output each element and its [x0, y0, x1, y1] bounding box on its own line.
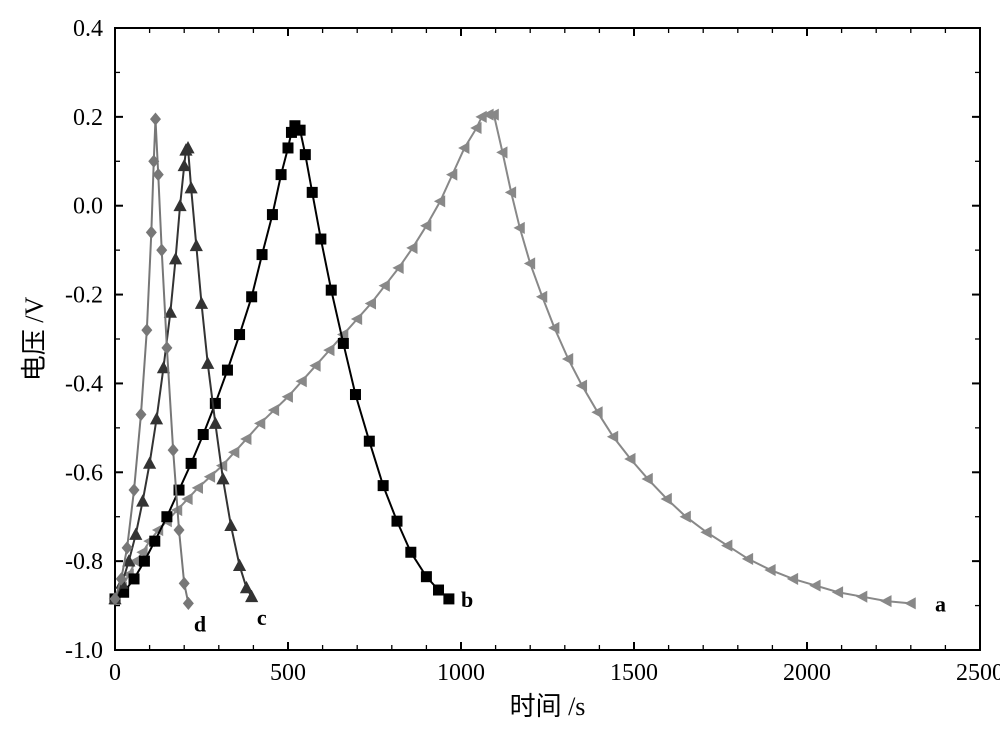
- series-b-marker: [315, 234, 326, 245]
- svg-text:-1.0: -1.0: [65, 638, 103, 664]
- series-b-marker: [307, 187, 318, 198]
- svg-text:0.0: 0.0: [73, 194, 103, 220]
- series-b-marker: [350, 389, 361, 400]
- series-b-marker: [129, 573, 140, 584]
- svg-text:时间 /s: 时间 /s: [510, 692, 586, 721]
- svg-text:2000: 2000: [783, 660, 831, 686]
- series-b-label: b: [461, 587, 473, 612]
- voltage-time-chart: 0 500 1000 1500 2000 2500 -1.0 -0.8 -0.6 -0.4 -0.2…: [0, 0, 1000, 741]
- series-b-marker: [405, 547, 416, 558]
- svg-text:500: 500: [270, 660, 306, 686]
- series-d-label: d: [194, 612, 206, 637]
- series-b-marker: [276, 169, 287, 180]
- svg-text:1000: 1000: [437, 660, 485, 686]
- series-b-marker: [378, 480, 389, 491]
- series-b-marker: [364, 436, 375, 447]
- svg-text:-0.4: -0.4: [65, 371, 103, 397]
- svg-text:0: 0: [109, 660, 121, 686]
- series-b-marker: [222, 365, 233, 376]
- series-b-marker: [257, 249, 268, 260]
- series-b-marker: [139, 556, 150, 567]
- series-a-label: a: [935, 592, 946, 617]
- svg-text:2500: 2500: [956, 660, 1000, 686]
- series-b-marker: [391, 516, 402, 527]
- svg-text:1500: 1500: [610, 660, 658, 686]
- series-b-marker: [186, 458, 197, 469]
- series-b-marker: [433, 585, 444, 596]
- series-c-label: c: [257, 605, 267, 630]
- svg-text:-0.6: -0.6: [65, 460, 103, 486]
- series-b-marker: [421, 571, 432, 582]
- series-b-marker: [198, 429, 209, 440]
- series-b-marker: [267, 209, 278, 220]
- series-b-marker: [326, 285, 337, 296]
- svg-text:-0.2: -0.2: [65, 283, 103, 309]
- svg-text:-0.8: -0.8: [65, 549, 103, 575]
- series-b-marker: [300, 149, 311, 160]
- series-b-marker: [338, 338, 349, 349]
- svg-text:电压 /V: 电压 /V: [20, 297, 49, 382]
- series-b-marker: [246, 291, 257, 302]
- svg-text:0.2: 0.2: [73, 105, 103, 131]
- series-b-marker: [283, 142, 294, 153]
- series-b-marker: [161, 511, 172, 522]
- series-b-marker: [295, 125, 306, 136]
- series-b-marker: [149, 536, 160, 547]
- svg-text:0.4: 0.4: [73, 16, 103, 42]
- series-b-marker: [234, 329, 245, 340]
- series-b-marker: [443, 593, 454, 604]
